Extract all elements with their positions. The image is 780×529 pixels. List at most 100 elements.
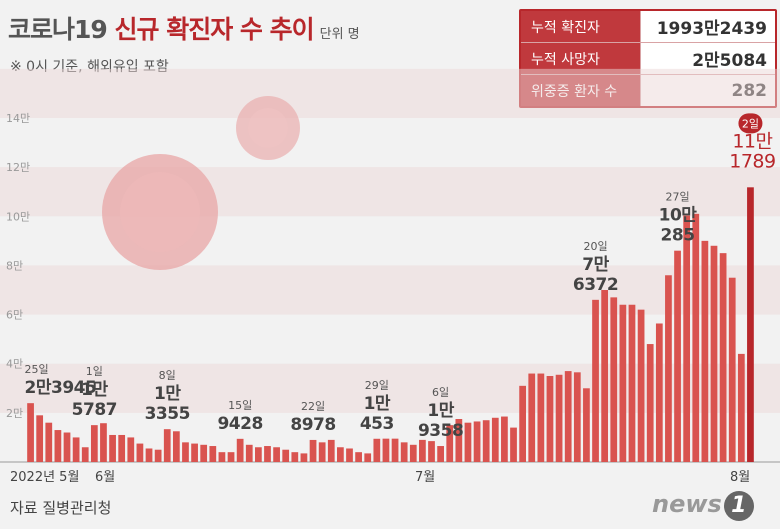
annotation-date: 25일 [25, 362, 49, 376]
bar [172, 431, 180, 462]
bar [473, 421, 481, 462]
bar [300, 453, 308, 462]
bar [227, 452, 235, 462]
annotation-value: 5787 [72, 400, 117, 420]
bar [264, 446, 271, 462]
date-badge [738, 113, 763, 134]
annotation-value: 9428 [217, 414, 262, 434]
bar [337, 447, 344, 462]
bar [27, 403, 34, 462]
bar [154, 449, 162, 462]
x-tick-label: 2022년 5월 [10, 470, 79, 485]
page-title: 코로나19 신규 확진자 수 추이 단위 명 [8, 10, 360, 46]
bar [145, 448, 153, 462]
annotation-value: 285 [661, 226, 695, 246]
bar [446, 425, 454, 462]
bar [564, 371, 572, 462]
bar [90, 425, 98, 462]
summary-label: 누적 확진자 [521, 11, 641, 42]
bar [747, 187, 754, 462]
bars [27, 187, 754, 462]
annotation-date: 15일 [228, 398, 252, 412]
bar [309, 439, 317, 462]
bar [245, 444, 253, 462]
bar [646, 344, 654, 462]
annotation-date: 22일 [301, 399, 325, 413]
bar [118, 434, 126, 462]
annotation-value: 453 [360, 414, 394, 434]
bar [282, 449, 290, 462]
annotation-value: 11만 [732, 130, 772, 152]
logo-text: news [652, 490, 722, 518]
bar [191, 443, 198, 462]
bar [373, 438, 381, 462]
annotation-date: 27일 [665, 190, 689, 204]
annotation-date: 8일 [159, 368, 176, 382]
bar [537, 373, 545, 462]
bar [355, 452, 362, 462]
bar [400, 442, 408, 462]
bar [737, 353, 745, 462]
bar [318, 442, 326, 462]
grid-band [0, 265, 780, 315]
bar [610, 297, 618, 462]
x-tick-label: 7월 [415, 470, 435, 485]
virus-illustration [102, 96, 300, 270]
bar [100, 423, 107, 462]
bar [291, 452, 299, 462]
annotation-value: 1만 [427, 401, 454, 421]
grid-band [0, 68, 780, 118]
bar [200, 444, 208, 462]
bar [45, 422, 53, 462]
annotation-value: 2만3945 [25, 378, 97, 398]
bar [36, 415, 44, 462]
annotation-date: 2일 [742, 116, 759, 130]
bar [54, 430, 62, 462]
annotation-value: 10만 [659, 206, 698, 226]
virus-icon [236, 96, 300, 160]
title-prefix: 코로나19 [8, 15, 115, 44]
summary-value: 1993만2439 [656, 19, 767, 39]
bar [127, 437, 135, 462]
y-tick-label: 10만 [6, 210, 30, 223]
annotation-value: 3355 [145, 404, 190, 424]
annotation-value: 1만 [81, 380, 108, 400]
annotation-value: 1789 [729, 150, 775, 172]
news1-logo: news 1 [652, 490, 754, 521]
bar [364, 453, 372, 462]
bar [501, 416, 508, 462]
bar [382, 438, 390, 462]
bar [72, 437, 80, 462]
x-tick-label: 6월 [95, 470, 115, 485]
bar [710, 245, 718, 462]
bar [464, 422, 472, 462]
y-tick-label: 14만 [6, 112, 30, 125]
annotation-date: 29일 [365, 378, 389, 392]
bar [254, 447, 262, 462]
x-axis: 2022년 5월 6월 7월 8월 [10, 470, 750, 485]
bar [728, 277, 736, 462]
bar [683, 215, 691, 462]
bar [674, 250, 681, 462]
bar [519, 385, 527, 462]
y-tick-label: 8만 [6, 259, 23, 272]
bar [327, 439, 335, 462]
bar [428, 441, 435, 462]
bar [546, 376, 554, 462]
title-accent: 신규 확진자 수 추이 [114, 15, 315, 44]
bar [346, 448, 353, 462]
annotation-value: 1만 [364, 394, 391, 414]
bar [665, 275, 672, 462]
bar [209, 446, 217, 462]
bar [63, 432, 71, 462]
annotation-date: 1일 [86, 364, 103, 378]
bar [701, 240, 709, 462]
annotation-date: 6일 [432, 385, 449, 399]
bar [583, 388, 590, 462]
bar [555, 374, 563, 462]
annotation-value: 9358 [418, 421, 463, 441]
bar [136, 443, 144, 462]
bar [81, 447, 89, 462]
summary-value: 2만5084 [692, 51, 767, 71]
